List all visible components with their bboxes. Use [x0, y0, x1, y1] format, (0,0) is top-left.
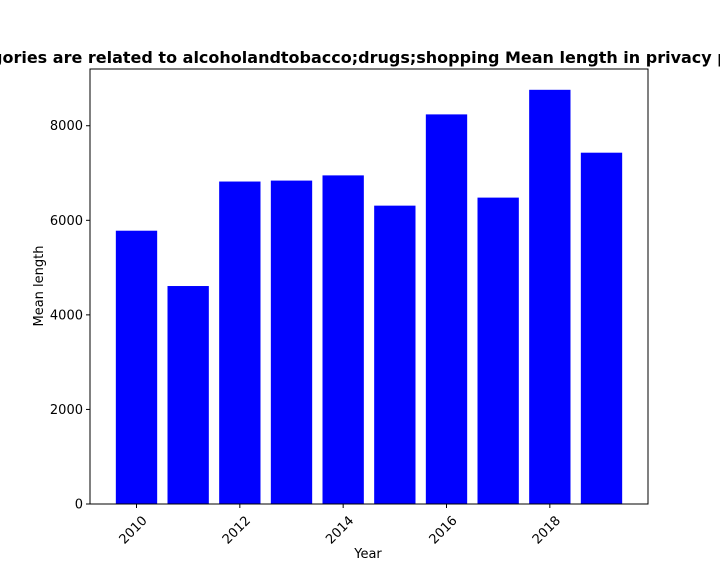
y-tick-label: 6000 — [50, 214, 83, 229]
chart-title: Categories are related to alcoholandtoba… — [0, 48, 720, 67]
x-axis-label: Year — [353, 547, 382, 562]
x-tick-label: 2016 — [427, 513, 461, 547]
bar-2019 — [580, 152, 623, 504]
bar-2018 — [529, 89, 571, 504]
x-tick-label: 2010 — [117, 513, 151, 547]
y-axis-label: Mean length — [32, 246, 47, 327]
y-axis: 0 2000 4000 6000 8000 — [50, 119, 90, 513]
bar-2012 — [219, 181, 261, 505]
x-axis: 2010 2012 2014 2016 2018 — [117, 504, 564, 547]
bar-2013 — [270, 180, 313, 504]
x-tick-label: 2014 — [323, 513, 357, 547]
plot-frame — [89, 68, 649, 505]
bars-group — [115, 89, 623, 505]
y-tick-label: 4000 — [50, 308, 83, 323]
y-tick-label: 0 — [75, 498, 83, 513]
bar-2010 — [115, 230, 158, 504]
x-tick-label: 2018 — [530, 513, 564, 547]
x-tick-label: 2012 — [220, 513, 254, 547]
y-tick-label: 2000 — [50, 403, 83, 418]
bar-2017 — [477, 197, 519, 504]
bar-2016 — [425, 114, 468, 505]
bar-2011 — [167, 286, 209, 504]
y-tick-label: 8000 — [50, 119, 83, 134]
bar-2014 — [322, 175, 364, 504]
bar-2015 — [374, 205, 416, 505]
